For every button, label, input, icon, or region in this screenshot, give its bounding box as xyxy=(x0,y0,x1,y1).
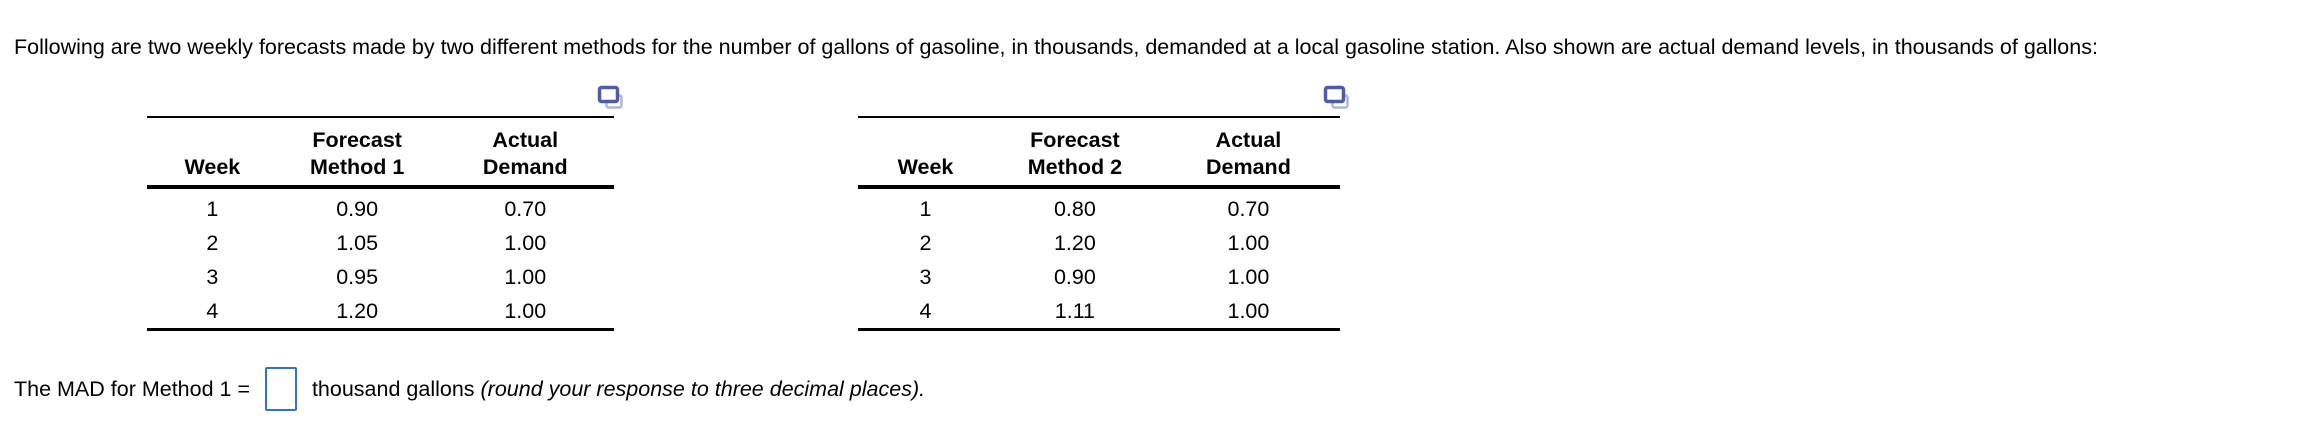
table-row: 3 0.95 1.00 xyxy=(147,260,614,294)
cell-forecast: 0.90 xyxy=(336,196,379,221)
cell-forecast: 1.05 xyxy=(336,230,379,255)
col-header-actual-demand: Actual Demand xyxy=(1156,117,1340,189)
cell-week: 4 xyxy=(206,298,219,323)
cell-week: 2 xyxy=(919,230,932,255)
rounding-note: (round your response to three decimal pl… xyxy=(480,376,926,401)
mad-question-line: The MAD for Method 1 = thousand gallons … xyxy=(14,366,925,412)
col-header-forecast-method-1: Forecast Method 1 xyxy=(277,117,437,189)
cell-actual: 1.00 xyxy=(504,264,547,289)
forecast-method-2-table: Week Forecast Method 2 Actual Demand 1 0… xyxy=(858,116,1340,331)
cell-week: 2 xyxy=(206,230,219,255)
mad-answer-input[interactable] xyxy=(264,367,297,411)
cell-actual: 1.00 xyxy=(504,298,547,323)
cell-week: 4 xyxy=(919,298,932,323)
cell-week: 1 xyxy=(206,196,219,221)
cell-forecast: 1.11 xyxy=(1054,298,1096,323)
forecast-tables-row: Week Forecast Method 1 Actual Demand 1 0… xyxy=(147,85,1349,331)
cell-actual: 0.70 xyxy=(1227,196,1270,221)
mad-question-prefix: The MAD for Method 1 = xyxy=(14,376,256,401)
cell-forecast: 0.95 xyxy=(336,264,379,289)
col-header-actual-demand: Actual Demand xyxy=(436,117,614,189)
col-header-week: Week xyxy=(147,117,278,189)
table-row: 3 0.90 1.00 xyxy=(858,260,1340,294)
cell-forecast: 0.90 xyxy=(1053,264,1096,289)
table-header-row: Week Forecast Method 1 Actual Demand xyxy=(147,117,614,189)
copy-icon xyxy=(1323,85,1349,109)
cell-actual: 1.00 xyxy=(1227,298,1270,323)
cell-week: 1 xyxy=(919,196,932,221)
table-row: 4 1.20 1.00 xyxy=(147,294,614,330)
cell-actual: 1.00 xyxy=(1227,264,1270,289)
question-intro: Following are two weekly forecasts made … xyxy=(14,34,2098,59)
forecast-method-2-table-container: Week Forecast Method 2 Actual Demand 1 0… xyxy=(858,85,1349,331)
cell-week: 3 xyxy=(206,264,219,289)
table-row: 1 0.80 0.70 xyxy=(858,187,1340,226)
cell-forecast: 0.80 xyxy=(1053,196,1096,221)
mad-question-suffix: thousand gallons xyxy=(305,376,481,401)
copy-table-icon[interactable] xyxy=(596,84,626,114)
table-row: 4 1.11 1.00 xyxy=(858,294,1340,330)
col-header-week: Week xyxy=(858,117,993,189)
cell-week: 3 xyxy=(919,264,932,289)
cell-forecast: 1.20 xyxy=(336,298,379,323)
table-header-row: Week Forecast Method 2 Actual Demand xyxy=(858,117,1340,189)
col-header-forecast-method-2: Forecast Method 2 xyxy=(992,117,1157,189)
cell-actual: 1.00 xyxy=(504,230,547,255)
cell-actual: 0.70 xyxy=(504,196,547,221)
cell-forecast: 1.20 xyxy=(1053,230,1096,255)
forecast-method-1-table: Week Forecast Method 1 Actual Demand 1 0… xyxy=(147,116,614,331)
table-row: 2 1.20 1.00 xyxy=(858,226,1340,260)
copy-table-icon[interactable] xyxy=(1322,84,1352,114)
cell-actual: 1.00 xyxy=(1227,230,1270,255)
copy-icon xyxy=(597,85,623,109)
table-row: 2 1.05 1.00 xyxy=(147,226,614,260)
forecast-method-1-table-container: Week Forecast Method 1 Actual Demand 1 0… xyxy=(147,85,623,331)
table-row: 1 0.90 0.70 xyxy=(147,187,614,226)
